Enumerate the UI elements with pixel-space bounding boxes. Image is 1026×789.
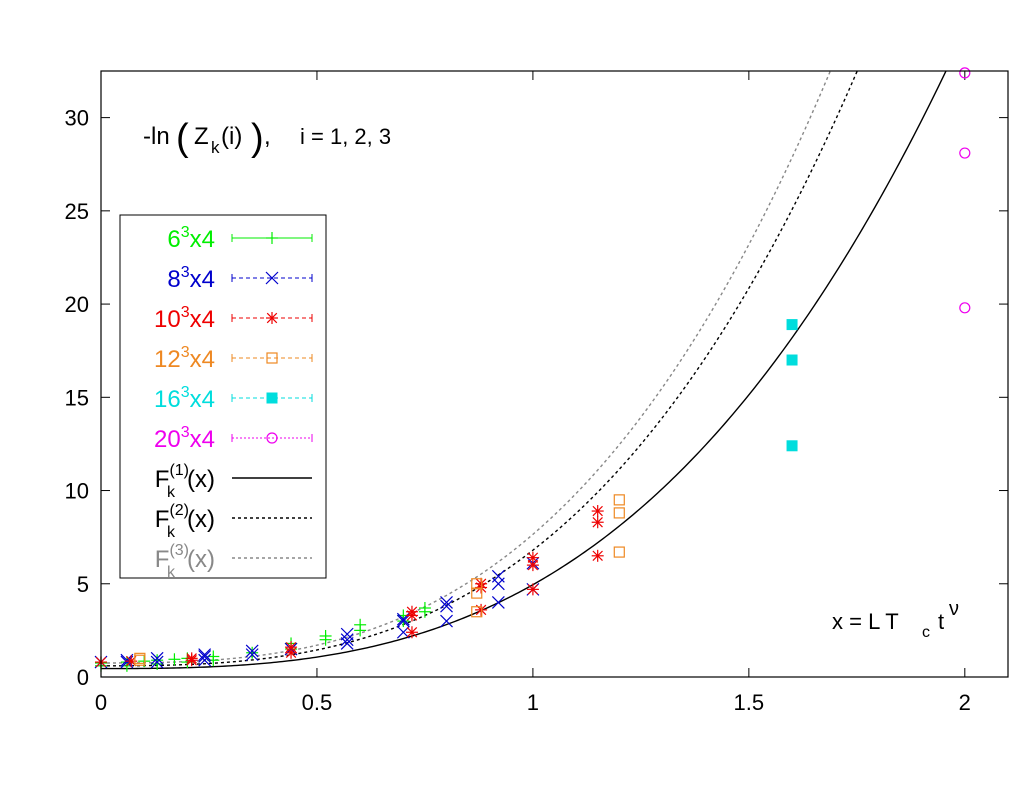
chart-annotation: -ln ( Z k (i) ) , i = 1, 2, 3 [143,117,391,159]
data-point-6-cube [246,646,259,659]
legend-marker [266,432,278,444]
legend-box [119,214,327,579]
data-point-12-cube [613,494,625,506]
xaxis-note-t: t [938,609,944,634]
legend-label: 203x4 [154,424,215,453]
data-point-10-cube [405,626,418,639]
data-point-10-cube [526,551,539,564]
data-point-12-cube [471,606,483,618]
xaxis-note-sup: ν [949,598,959,620]
legend-label: 163x4 [154,384,215,413]
y-tick-label: 0 [77,665,89,690]
data-point-20-cube [959,302,971,314]
data-point-6-cube [354,618,367,631]
y-tick-label: 30 [65,106,89,131]
xaxis-note: x = L T c t ν [832,598,959,641]
data-point-6-cube [418,602,431,615]
data-point-8-cube [245,648,259,662]
annotation-comma: , [264,123,271,150]
data-point-8-cube [340,637,354,650]
data-point-8-cube [198,653,212,667]
legend-label: F(2) k (x) [155,502,215,541]
data-point-6-cube [168,653,181,666]
legend-label: F(1) k (x) [155,462,215,501]
annotation-open-paren: ( [176,117,189,159]
legend-label: 83x4 [167,264,215,293]
data-point-6-cube [151,657,164,670]
data-point-12-cube [471,587,483,599]
legend-label: 103x4 [154,304,215,333]
data-point-8-cube [491,569,505,583]
x-tick-label: 1 [527,690,539,715]
data-point-12-cube [134,652,146,664]
annotation-close-paren: ) [251,117,264,159]
y-tick-label: 25 [65,199,89,224]
data-point-10-cube [526,583,539,596]
legend-label: F(3) k (x) [155,542,215,581]
data-point-8-cube [150,651,164,665]
legend: 63x4 83x4 103x4 123x4 163x4 203x4 F(1) k (x)F(2)… [119,214,327,581]
data-point-8-cube [396,614,410,628]
data-points [94,67,971,672]
fit-curve-1 [101,71,947,670]
data-point-12-cube [613,546,625,558]
data-point-6-cube [207,654,220,667]
data-point-10-cube [591,505,604,518]
legend-label: 123x4 [154,344,215,373]
legend-marker [266,352,278,364]
legend-marker [266,232,278,244]
x-tick-label: 0.5 [302,690,333,715]
data-point-8-cube [245,644,259,658]
data-point-10-cube [185,654,198,667]
data-point-10-cube [405,605,418,618]
x-tick-label: 0 [95,690,107,715]
data-point-8-cube [491,595,505,609]
legend-marker [266,312,278,324]
annotation-i: (i) [221,123,242,150]
data-point-8-cube [150,655,164,669]
data-point-20-cube [959,147,971,159]
data-point-16-cube [786,354,798,366]
x-tick-label: 2 [959,690,971,715]
data-point-16-cube [786,319,798,331]
data-point-12-cube [471,578,483,590]
annotation-z: Z [194,123,209,150]
xaxis-note-sub: c [922,624,930,641]
data-point-10-cube [526,559,539,572]
data-point-8-cube [198,650,212,663]
data-point-10-cube [591,549,604,562]
data-point-8-cube [340,633,354,647]
y-tick-label: 5 [77,572,89,597]
data-point-8-cube [440,599,453,613]
data-point-10-cube [591,516,604,529]
x-tick-label: 1.5 [734,690,765,715]
plot-frame [100,70,1009,678]
data-point-8-cube [440,614,453,628]
data-point-8-cube [340,627,354,641]
data-point-16-cube [786,440,798,452]
y-tick-label: 10 [65,479,89,504]
annotation-k: k [211,138,220,157]
data-point-10-cube [285,641,298,654]
y-tick-label: 15 [65,385,89,410]
data-point-10-cube [475,603,488,616]
fit-curve-2 [101,71,858,667]
data-point-8-cube [198,648,212,662]
data-point-12-cube [613,507,625,519]
data-point-8-cube [440,595,453,609]
legend-marker [266,392,278,404]
annotation-indices: i = 1, 2, 3 [300,124,391,149]
data-point-20-cube [959,67,971,79]
xaxis-note-prefix: x = L T [832,609,899,634]
data-point-6-cube [319,629,332,642]
legend-marker [265,271,279,285]
annotation-ln: -ln [143,123,170,150]
y-tick-label: 20 [65,292,89,317]
legend-label: 63x4 [167,224,215,253]
